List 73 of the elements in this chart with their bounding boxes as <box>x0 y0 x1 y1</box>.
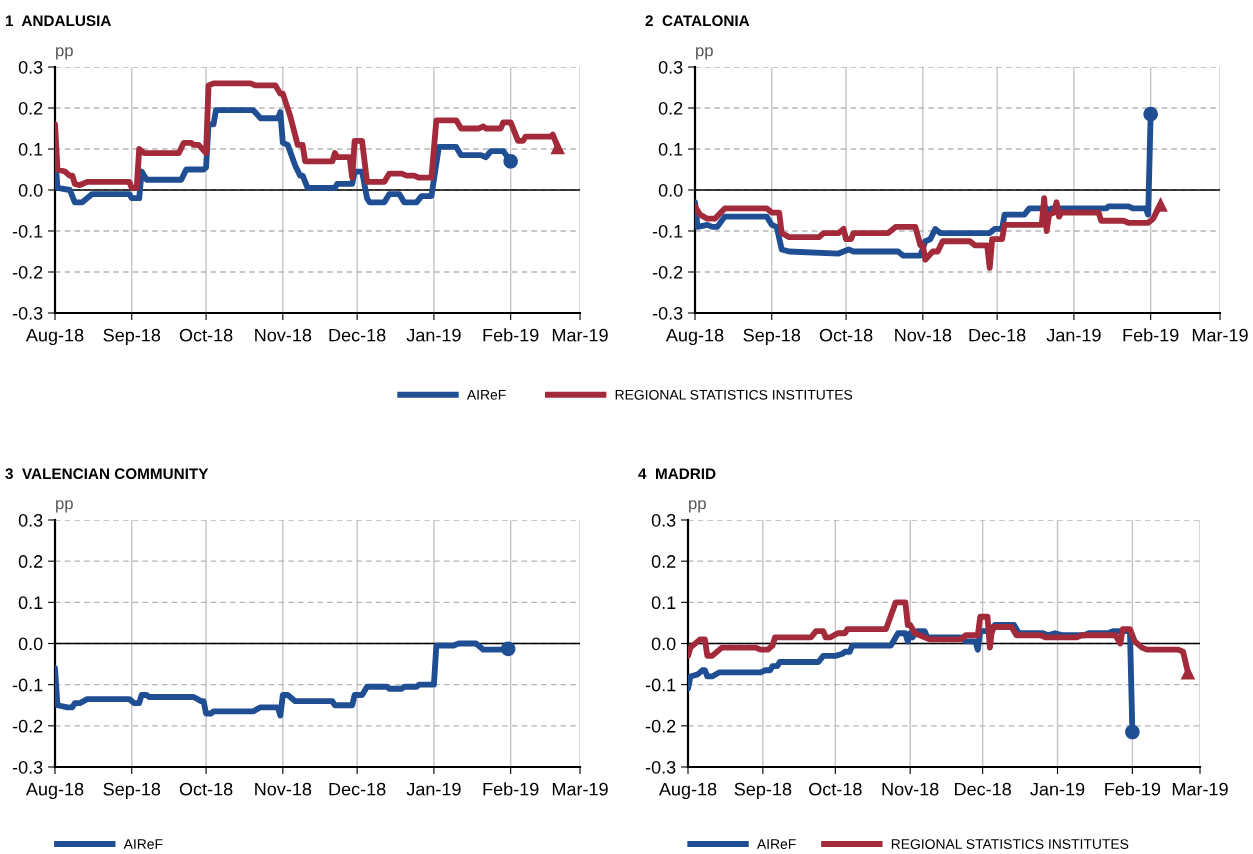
x-tick-label: Nov-18 <box>882 782 939 796</box>
y-tick-label: 0.2 <box>658 101 683 115</box>
y-tick-label: 0.3 <box>18 60 43 74</box>
x-tick-label: Sep-18 <box>103 782 161 800</box>
x-tick-label: Jan-19 <box>406 782 461 796</box>
y-tick-label: -0.2 <box>645 719 676 733</box>
x-tick-label: Jan-19 <box>1046 328 1101 342</box>
x-tick-label: Sep-18 <box>743 328 801 346</box>
y-tick-label: 0.2 <box>18 101 43 115</box>
y-tick-label: 0.1 <box>658 142 683 156</box>
x-tick-label: Mar-19 <box>1192 328 1248 342</box>
x-tick-label: Dec-18 <box>969 328 1026 342</box>
x-tick-label: Oct-18 <box>179 782 233 796</box>
y-tick-label: 0.3 <box>651 513 676 527</box>
x-tick-label: Feb-19 <box>483 328 539 342</box>
y-tick-label: -0.2 <box>12 265 43 279</box>
legend-label: AIReF <box>756 839 796 849</box>
x-tick-label: Oct-18 <box>819 328 873 342</box>
y-tick-label: 0.1 <box>651 596 676 610</box>
y-axis-title: pp <box>689 500 706 513</box>
x-tick-label: Dec-18 <box>955 782 1011 796</box>
chart-title: 2 CATALONIA <box>645 15 750 27</box>
x-tick-label: Jan-19 <box>1030 782 1085 796</box>
y-tick-label: 0.3 <box>658 60 683 74</box>
y-tick-label: -0.1 <box>652 224 683 238</box>
y-tick-label: -0.1 <box>12 224 43 238</box>
y-tick-label: 0.1 <box>18 142 43 156</box>
y-tick-label: -0.2 <box>12 719 43 733</box>
y-tick-label: -0.3 <box>645 760 676 774</box>
x-tick-label: Aug-18 <box>25 328 84 346</box>
chart-title: 4 MADRID <box>638 468 716 479</box>
legend-label: REGIONAL STATISTICS INSTITUTES <box>891 839 1129 849</box>
y-tick-label: 0.1 <box>18 596 43 610</box>
x-tick-label: Aug-18 <box>665 328 724 346</box>
x-tick-label: Oct-18 <box>809 782 862 796</box>
y-axis-title: pp <box>56 47 73 60</box>
y-tick-label: -0.3 <box>652 306 683 320</box>
y-tick-label: 0.0 <box>658 183 683 197</box>
y-tick-label: 0.2 <box>18 555 43 568</box>
legend-label: AIReF <box>123 839 163 849</box>
x-tick-label: Jan-19 <box>406 328 461 342</box>
x-tick-label: Mar-19 <box>552 328 608 342</box>
x-tick-label: Feb-19 <box>1105 782 1161 796</box>
x-tick-label: Feb-19 <box>1123 328 1179 342</box>
legend-label: AIReF <box>466 390 506 400</box>
x-tick-label: Mar-19 <box>1172 782 1228 796</box>
y-tick-label: -0.1 <box>12 678 43 692</box>
y-axis-title: pp <box>696 47 713 60</box>
y-tick-label: -0.3 <box>12 306 43 320</box>
y-tick-label: 0.0 <box>651 637 676 651</box>
x-tick-label: Dec-18 <box>329 782 386 796</box>
y-tick-label: 0.2 <box>651 555 676 568</box>
x-tick-label: Feb-19 <box>483 782 539 796</box>
y-tick-label: -0.1 <box>645 678 676 692</box>
y-tick-label: 0.3 <box>18 513 43 527</box>
y-tick-label: -0.3 <box>12 760 43 774</box>
x-tick-label: Sep-18 <box>103 328 161 346</box>
legend-label: REGIONAL STATISTICS INSTITUTES <box>615 389 853 400</box>
x-tick-label: Nov-18 <box>255 782 312 796</box>
x-tick-label: Dec-18 <box>329 328 386 342</box>
x-tick-label: Oct-18 <box>179 328 233 342</box>
x-tick-label: Sep-18 <box>734 782 792 800</box>
y-tick-label: -0.2 <box>652 265 683 279</box>
chart-title: 3 VALENCIAN COMMUNITY <box>5 468 209 480</box>
x-tick-label: Nov-18 <box>255 328 312 342</box>
x-tick-label: Aug-18 <box>25 782 84 800</box>
y-axis-title: pp <box>56 500 73 513</box>
x-tick-label: Mar-19 <box>552 782 608 796</box>
x-tick-label: Nov-18 <box>895 328 952 342</box>
chart-title: 1 ANDALUSIA <box>5 15 111 27</box>
y-tick-label: 0.0 <box>18 637 43 651</box>
x-tick-label: Aug-18 <box>658 782 717 800</box>
y-tick-label: 0.0 <box>18 183 43 197</box>
